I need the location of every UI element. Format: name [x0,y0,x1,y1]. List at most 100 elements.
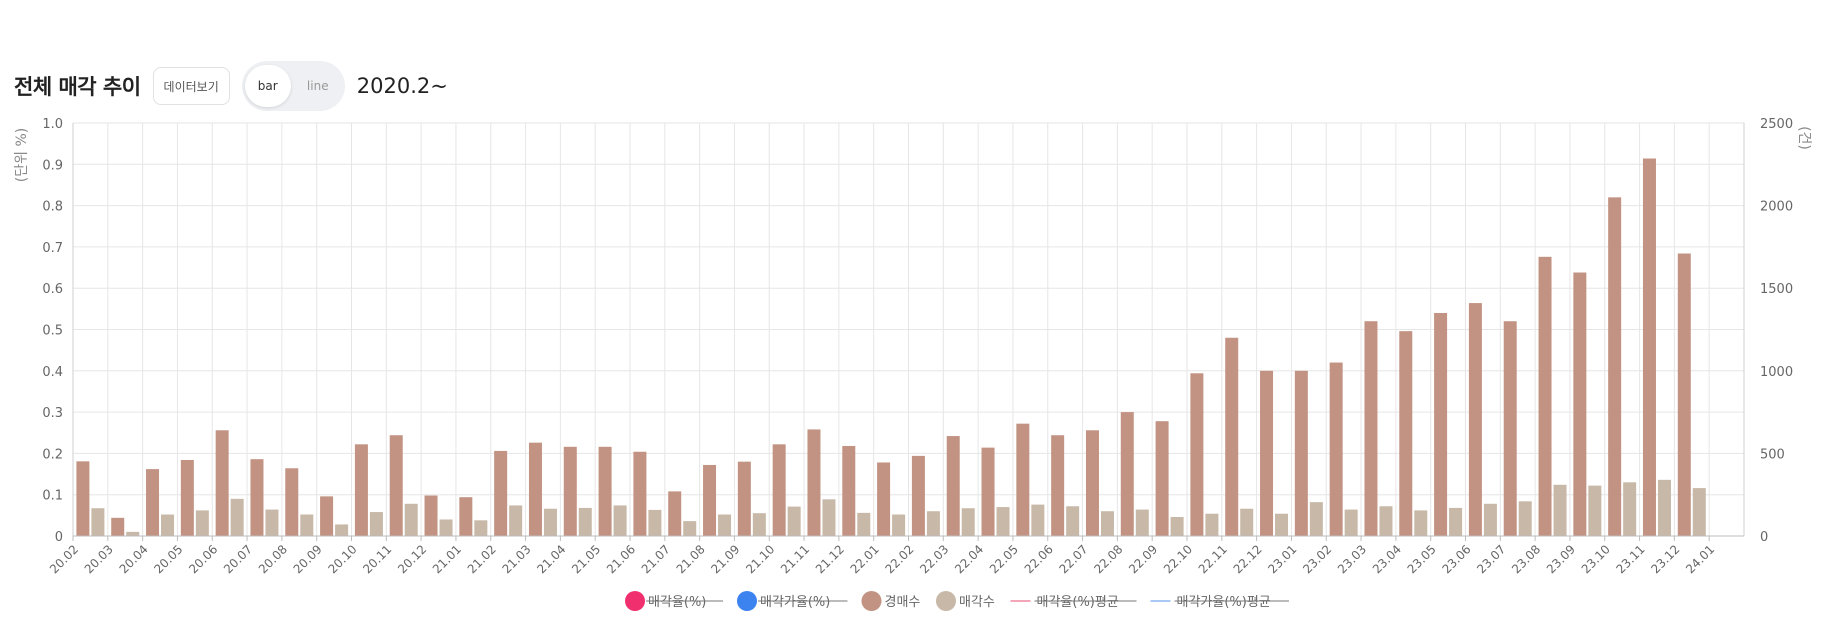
bar-auction-count [1399,331,1413,536]
bar-auction-count [250,459,264,536]
bar-sale-count [1414,510,1428,536]
legend-item[interactable]: 경매수 [861,591,921,611]
legend-label: 경매수 [885,595,921,610]
bar-auction-count [1225,337,1239,536]
x-tick-label: 22.07 [1056,542,1090,576]
y-tick-label: 0.2 [42,447,63,462]
data-view-button[interactable]: 데이터보기 [152,67,230,105]
x-tick-label: 22.03 [917,542,951,576]
legend-item[interactable]: 매각율(%) [625,591,723,611]
legend-item[interactable]: 매각가율(%)평균 [1150,595,1290,610]
chart-title: 전체 매각 추이 [14,75,141,99]
toggle-bar-option[interactable]: bar [244,65,291,107]
x-tick-label: 22.11 [1196,542,1230,576]
x-tick-label: 22.05 [987,542,1021,576]
bar-sale-count [752,513,766,536]
bar-sale-count [1553,484,1567,536]
legend-label: 매각가율(%) [760,595,830,610]
chart-grid [72,122,1745,537]
y-tick-label: 0.7 [42,241,63,256]
legend-item[interactable]: 매각가율(%) [737,591,848,611]
x-tick-label: 21.09 [708,542,742,576]
bar-auction-count [494,450,508,536]
bar-auction-count [563,446,577,536]
x-tick-label: 21.11 [778,542,812,576]
legend-swatch [861,591,882,611]
bar-sale-count [1275,513,1289,536]
bar-sale-count [335,524,349,536]
bar-sale-count [1379,506,1393,536]
bar-auction-count [1085,430,1099,536]
bar-sale-count [648,509,662,536]
x-tick-label: 20.09 [291,542,325,576]
x-tick-label: 21.10 [743,542,777,576]
x-tick-label: 23.07 [1474,542,1508,576]
bar-auction-count [1051,435,1065,536]
bar-auction-count [1503,321,1517,536]
bar-auction-count [1642,158,1656,536]
bar-sale-count [1240,508,1254,536]
bar-auction-count [1364,321,1378,536]
bar-sale-count [300,514,314,536]
bar-sale-count [926,511,940,536]
bar-auction-count [807,429,821,536]
y-axis-label: (단위 %) [14,128,30,182]
x-tick-label: 23.04 [1370,542,1404,576]
bar-sale-count [1588,485,1602,536]
y-tick-label: 0.3 [42,406,63,421]
toggle-line-option[interactable]: line [306,79,329,93]
x-tick-label: 20.02 [47,542,81,576]
bar-sale-count [369,512,383,536]
legend-item[interactable]: 매각수 [936,591,995,611]
bar-sale-count [1344,509,1358,536]
bar-sale-count [1657,479,1671,536]
bar-sale-count [161,514,175,536]
y-tick-label: 0 [55,530,63,545]
bar-auction-count [946,436,960,536]
x-tick-label: 20.08 [256,542,290,576]
x-tick-label: 21.08 [674,542,708,576]
bar-auction-count [424,495,438,536]
bar-auction-count [668,491,682,536]
bar-sale-count [857,512,871,536]
bar-auction-count [598,446,612,536]
bar-sale-count [404,503,418,536]
x-tick-label: 20.12 [395,542,429,576]
x-tick-label: 23.08 [1509,542,1543,576]
x-tick-label: 22.06 [1022,542,1056,576]
x-tick-label: 21.12 [813,542,847,576]
bar-sale-count [474,520,488,536]
legend-item[interactable]: 매각율(%)평균 [1010,595,1137,610]
y2-tick-label: 1000 [1760,365,1793,380]
bar-sale-count [1066,506,1080,536]
x-tick-label: 22.08 [1091,542,1125,576]
x-tick-label: 21.01 [430,542,464,576]
bar-sale-count [961,508,975,536]
x-tick-label: 23.11 [1613,542,1647,576]
x-tick-label: 23.02 [1300,542,1334,576]
bar-auction-count [703,464,717,536]
y-tick-label: 0.6 [42,282,63,297]
bar-sale-count [892,514,906,536]
y-tick-label: 0.1 [42,489,63,504]
bar-auction-count [1434,312,1448,536]
legend-label: 매각수 [959,595,995,610]
legend-label: 매각율(%)평균 [1037,595,1119,610]
legend-label: 매각율(%) [648,595,706,610]
bar-sale-count [265,509,279,536]
bar-auction-count [737,461,751,536]
bar-sale-count [439,519,453,536]
bar-sale-count [822,499,836,536]
chart-header: 전체 매각 추이 데이터보기 bar line 2020.2~ [14,61,448,111]
x-tick-label: 21.03 [499,542,533,576]
x-tick-label: 20.03 [82,542,116,576]
x-tick-label: 20.10 [325,542,359,576]
y2-tick-label: 1500 [1760,282,1793,297]
bar-auction-count [772,444,786,536]
chart-type-toggle[interactable]: bar line [241,61,345,111]
y2-tick-label: 2500 [1760,117,1793,132]
x-tick-label: 22.04 [952,542,986,576]
y-tick-label: 0.4 [42,365,63,380]
bar-sale-count [578,507,592,536]
